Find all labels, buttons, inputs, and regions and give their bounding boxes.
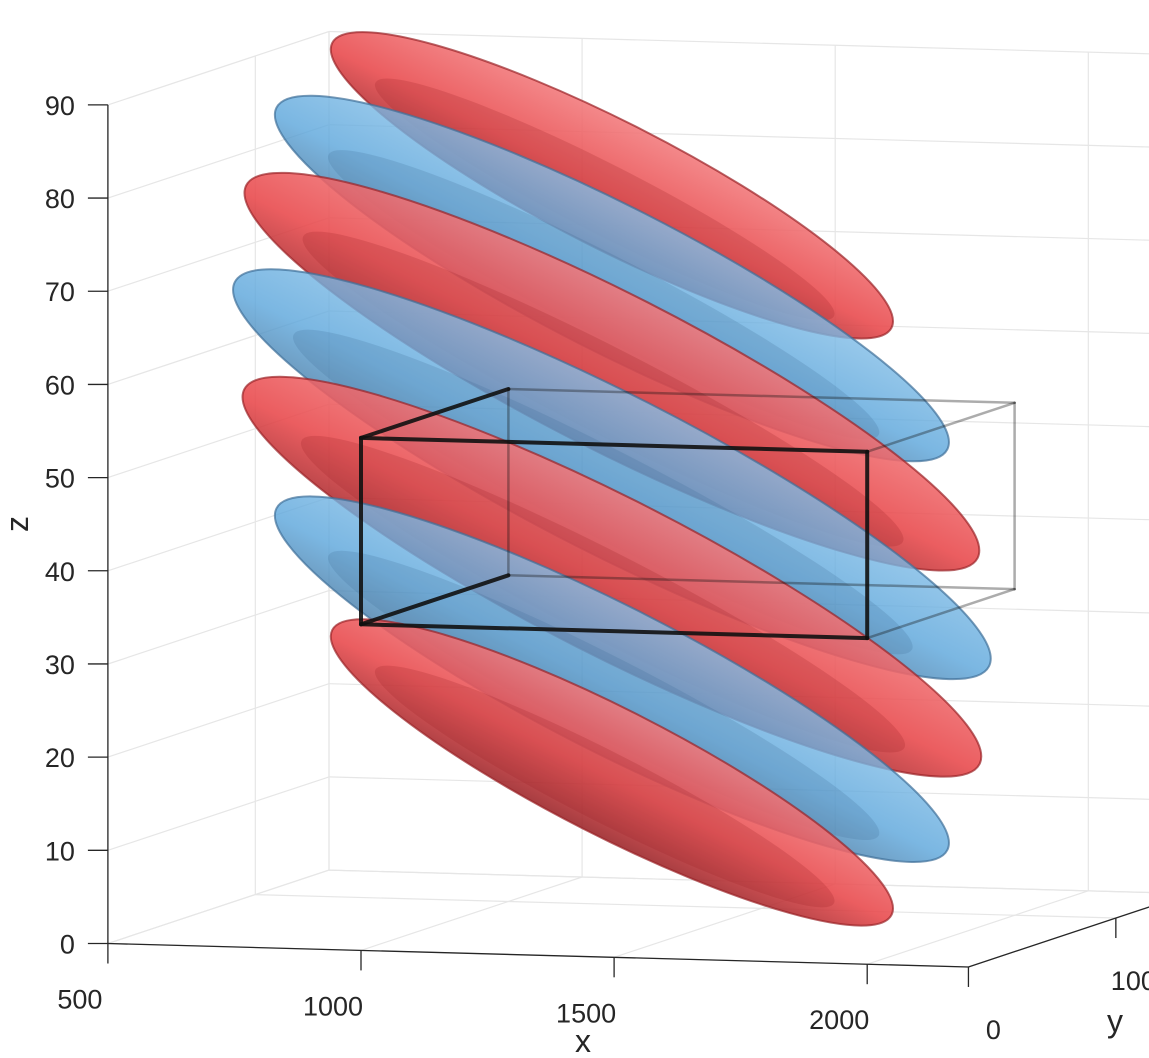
isosurface-lobes <box>232 31 992 927</box>
x-tick-label: 2000 <box>809 1005 869 1035</box>
grid-line <box>328 30 1149 55</box>
y-axis-line <box>968 906 1149 968</box>
lobe-positive <box>329 618 894 927</box>
grid-line <box>107 683 330 758</box>
y-axis-label: y <box>1107 1003 1123 1039</box>
y-tick-label: 0 <box>986 1015 1001 1045</box>
grid-line <box>360 876 583 951</box>
lobe-shading <box>374 665 835 908</box>
z-tick-label: 80 <box>45 184 75 214</box>
grid-line <box>867 890 1089 965</box>
z-tick-label: 60 <box>45 370 75 400</box>
z-tick-label: 20 <box>45 743 75 773</box>
box-edge <box>507 387 1016 405</box>
box-edge <box>865 587 1016 640</box>
lobe-surface <box>329 618 894 927</box>
z-tick-label: 70 <box>45 277 75 307</box>
x-tick-label: 1000 <box>303 991 363 1021</box>
x-axis-label: x <box>575 1023 591 1058</box>
grid-line <box>107 590 330 665</box>
grid-line <box>255 894 1116 919</box>
z-tick-label: 10 <box>45 836 75 866</box>
grid-line <box>968 906 1149 968</box>
z-tick-label: 30 <box>45 650 75 680</box>
grid-line <box>107 30 330 106</box>
x-tick-label: 500 <box>57 985 102 1015</box>
lobe-shading <box>327 550 880 841</box>
box-edge <box>507 574 1016 591</box>
x-tick-label: 1500 <box>556 998 616 1028</box>
box-edge <box>359 622 870 641</box>
axes: 0 10 20 30 40 50 60 70 80 90 500 1000 1500 2000 0 1000 <box>45 91 1149 1045</box>
z-tick-label: 50 <box>45 464 75 494</box>
grid-line <box>107 776 330 851</box>
grid-line <box>107 869 330 945</box>
box-edge <box>359 435 870 454</box>
z-axis-label: z <box>0 516 35 532</box>
z-tick-label: 0 <box>60 930 75 960</box>
y-tick-label: 1000 <box>1111 966 1149 996</box>
box-edge <box>359 573 511 627</box>
reference-box <box>359 387 1016 641</box>
box-edge <box>865 401 1016 453</box>
x-axis-line <box>107 942 969 968</box>
z-tick-label: 40 <box>45 557 75 587</box>
z-tick-label: 90 <box>45 91 75 121</box>
box-edge <box>359 387 511 440</box>
